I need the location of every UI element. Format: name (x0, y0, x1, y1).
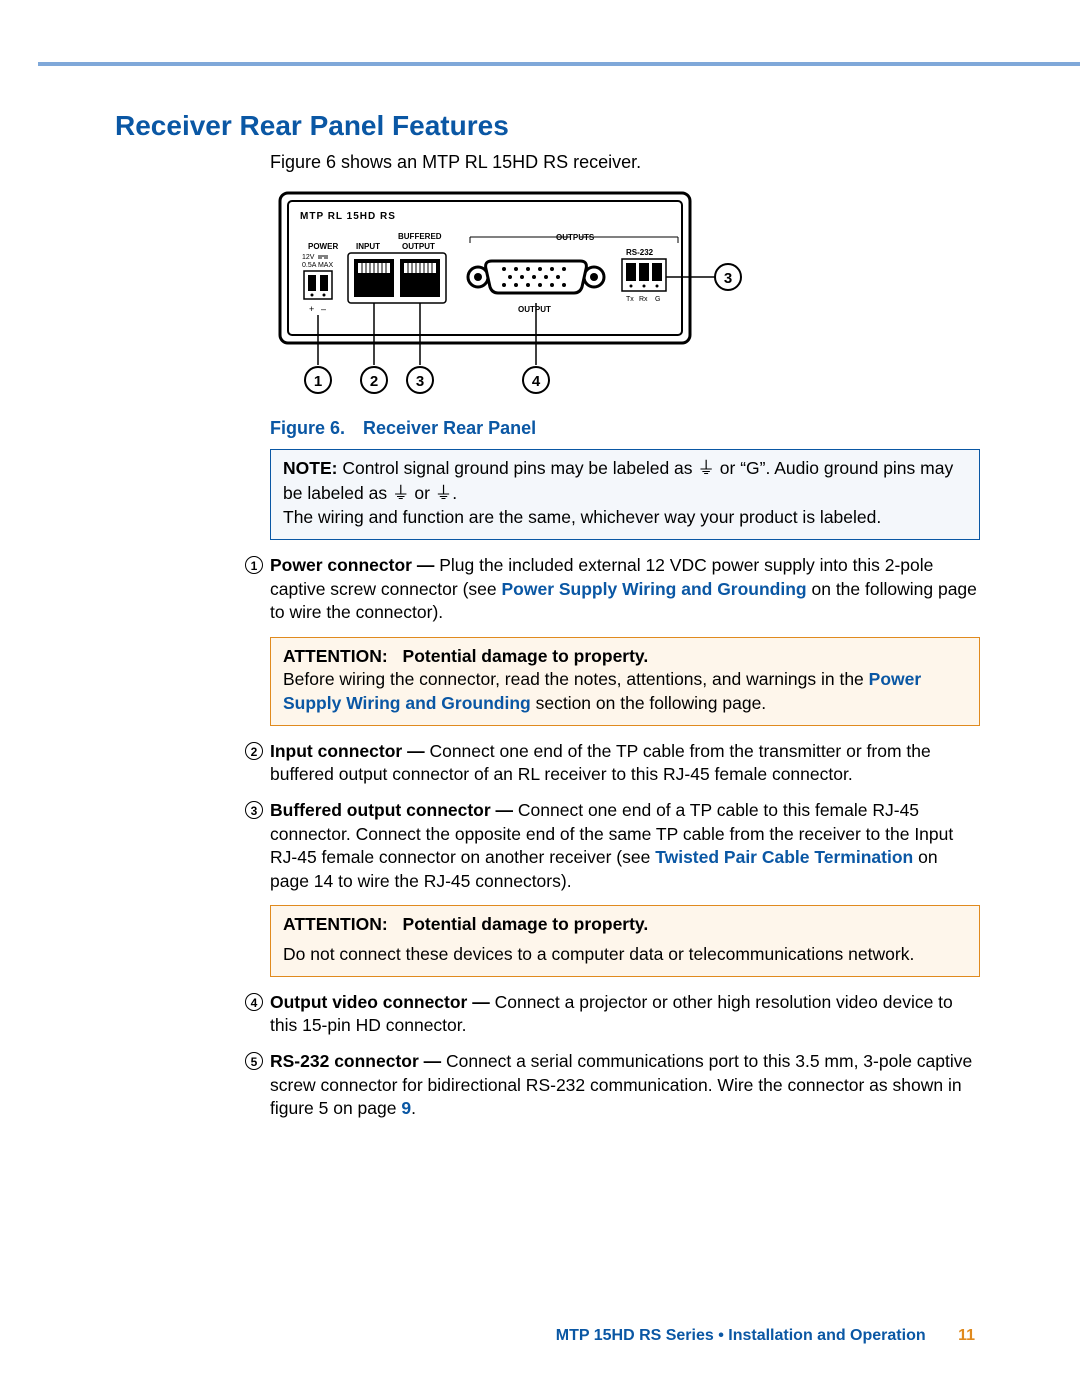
list-item-2: 2 Input connector — Connect one end of t… (245, 740, 980, 787)
callout-4: 4 (523, 367, 549, 393)
svg-text:OUTPUT: OUTPUT (518, 305, 551, 314)
diagram-model-label: MTP RL 15HD RS (300, 211, 396, 222)
link-power-wiring[interactable]: Power Supply Wiring and Grounding (502, 579, 807, 599)
item-number: 3 (245, 801, 263, 819)
svg-text:Rx: Rx (639, 296, 648, 303)
svg-text:1: 1 (314, 373, 322, 390)
page-number: 11 (958, 1327, 975, 1344)
callout-1: 1 (305, 367, 331, 393)
svg-text:+: + (309, 304, 314, 314)
page-content: Receiver Rear Panel Features Figure 6 sh… (115, 110, 980, 1133)
callout-3: 3 (407, 367, 433, 393)
svg-text:3: 3 (416, 373, 424, 390)
svg-text:INPUT: INPUT (356, 242, 380, 251)
svg-text:RS-232: RS-232 (626, 248, 654, 257)
callout-2: 2 (361, 367, 387, 393)
list-item-4: 4 Output video connector — Connect a pro… (245, 991, 980, 1038)
rear-panel-diagram: MTP RL 15HD RS POWER 12V 0.5A MAX + – IN… (270, 185, 980, 410)
header-rule (38, 62, 1080, 66)
list-item-3: 3 Buffered output connector — Connect on… (245, 799, 980, 894)
svg-text:0.5A MAX: 0.5A MAX (302, 262, 333, 269)
page-footer: MTP 15HD RS Series • Installation and Op… (556, 1327, 975, 1345)
svg-text:BUFFERED: BUFFERED (398, 232, 442, 241)
callout-side: 3 (715, 264, 741, 290)
svg-text:4: 4 (532, 373, 541, 390)
intro-text: Figure 6 shows an MTP RL 15HD RS receive… (270, 152, 980, 173)
list-item-5: 5 RS-232 connector — Connect a serial co… (245, 1050, 980, 1121)
svg-text:Tx: Tx (626, 296, 634, 303)
link-page-9[interactable]: 9 (401, 1098, 411, 1118)
svg-text:OUTPUTS: OUTPUTS (556, 233, 595, 242)
svg-text:3: 3 (724, 270, 732, 287)
item-number: 4 (245, 993, 263, 1011)
svg-text:OUTPUT: OUTPUT (402, 242, 435, 251)
svg-text:POWER: POWER (308, 242, 338, 251)
item-number: 2 (245, 742, 263, 760)
svg-text:2: 2 (370, 373, 378, 390)
svg-text:–: – (321, 304, 326, 314)
link-twisted-pair[interactable]: Twisted Pair Cable Termination (655, 847, 913, 867)
note-box: NOTE: Control signal ground pins may be … (270, 449, 980, 540)
footer-text: MTP 15HD RS Series • Installation and Op… (556, 1327, 926, 1344)
attention-box-1: ATTENTION: Potential damage to property.… (270, 637, 980, 726)
svg-text:G: G (655, 296, 660, 303)
page-title: Receiver Rear Panel Features (115, 110, 980, 142)
list-item-1: 1 Power connector — Plug the included ex… (245, 554, 980, 625)
svg-text:12V: 12V (302, 254, 315, 261)
item-number: 5 (245, 1052, 263, 1070)
item-number: 1 (245, 556, 263, 574)
attention-box-2: ATTENTION: Potential damage to property.… (270, 905, 980, 976)
figure-caption: Figure 6.Receiver Rear Panel (270, 418, 980, 439)
